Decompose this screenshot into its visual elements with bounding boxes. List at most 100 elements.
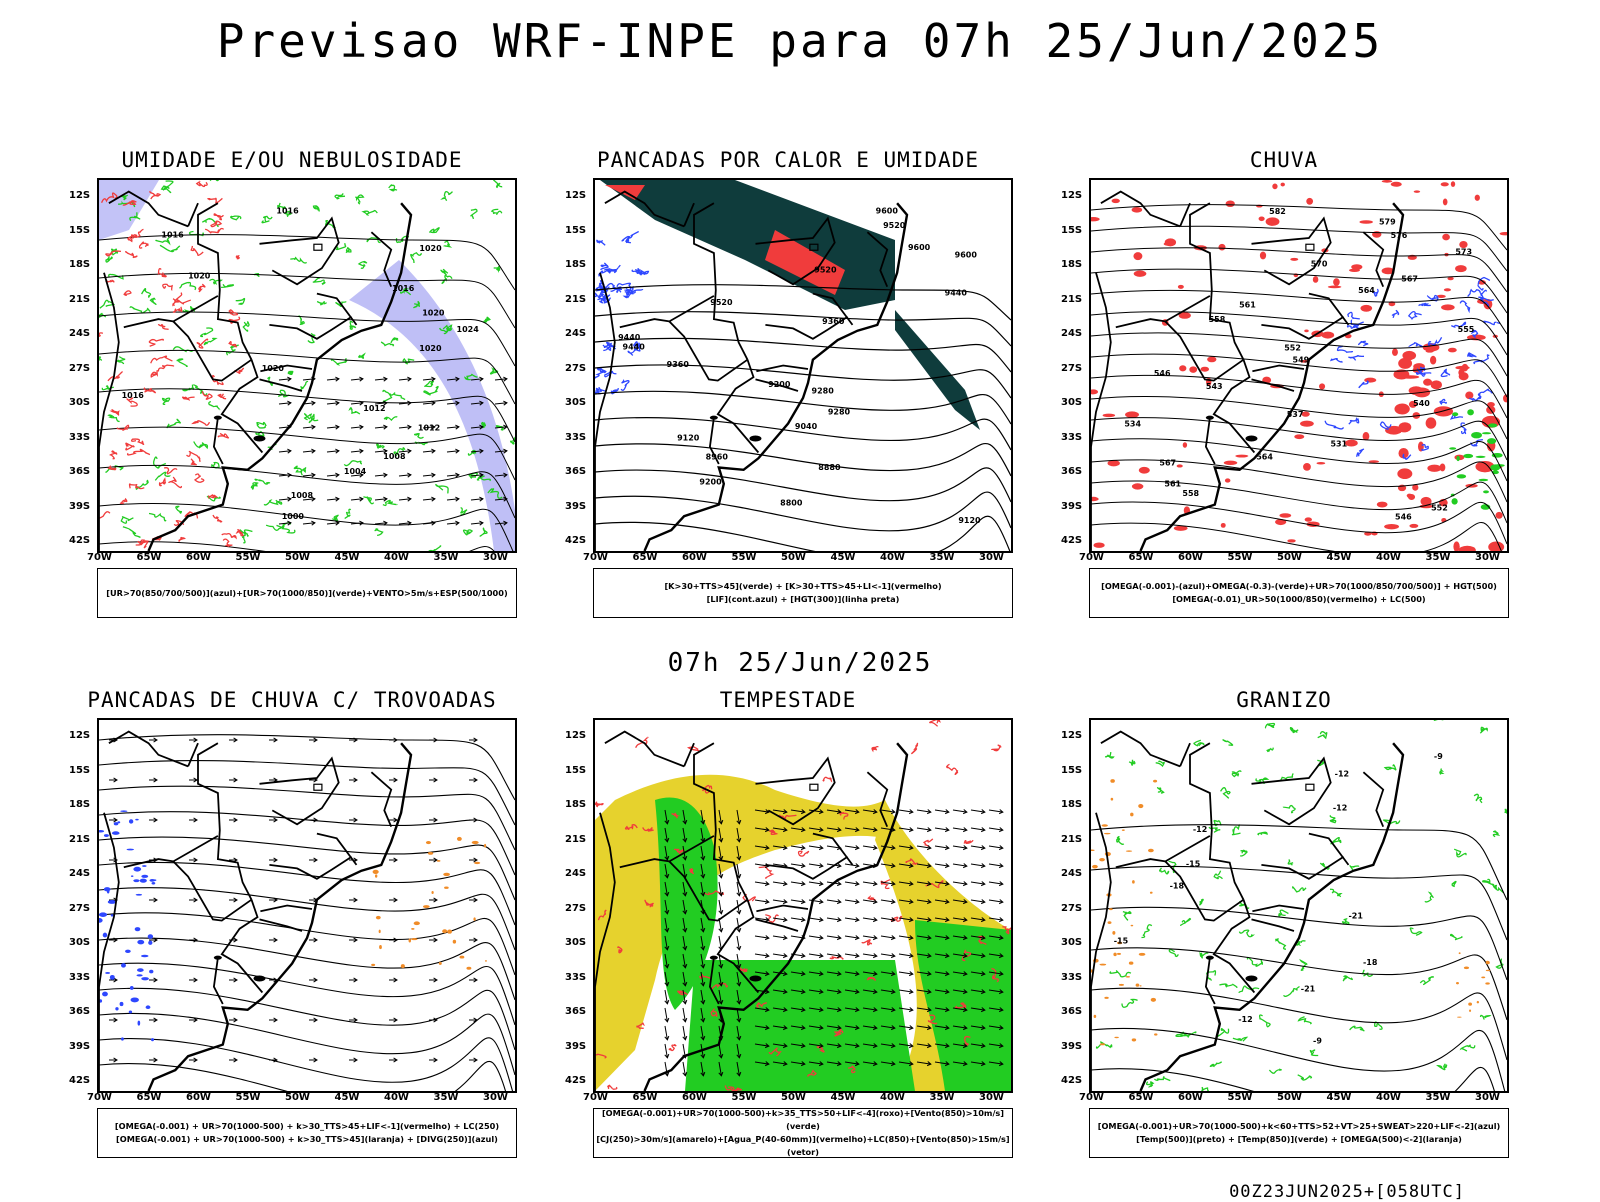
contour-label: 9280 [828,407,851,416]
contour-label: 561 [1239,301,1256,310]
temperature-labels: -9 -12 -12 -12 -15 -18 -21 -15 -18 -21 -12 -9 [1114,752,1444,1045]
omega-green [1449,409,1505,510]
longitude-tick-label: 60W [1178,1092,1203,1103]
contour-label: -21 [1348,911,1363,920]
contour-label: 9200 [699,477,722,486]
contour-label: 558 [1182,489,1199,498]
contour-label: 9440 [623,342,646,351]
legend-line: [OMEGA(-0.001) + UR>70(1000-500) + k>30_… [116,1134,498,1144]
longitude-tick-label: 55W [1227,1092,1253,1103]
thickness-contours [99,180,245,549]
longitude-tick-label: 50W [285,1092,310,1103]
longitude-tick-label: 35W [433,1092,459,1103]
panel-trovoadas: PANCADAS DE CHUVA C/ TROVOADAS 12S 15S 18S 2… [52,688,532,1158]
contour-label: 9360 [822,317,845,326]
legend-line: [OMEGA(-0.01)_UR>50(1000/850)(vermelho) … [1172,594,1426,604]
map-plot [593,718,1013,1093]
map-plot [97,718,517,1093]
contour-label: -9 [1313,1037,1322,1046]
longitude-tick-label: 70W [583,1092,608,1103]
contour-label: 582 [1269,207,1286,216]
latitude-tick-label: 27S [565,902,587,914]
panel-chuva: CHUVA 12S 15S 18S 21S 24S 27S 30S 33S 36S 39S 42S 70… [1044,148,1524,618]
latitude-tick-label: 30S [565,937,587,948]
longitude-tick-label: 70W [1079,552,1104,563]
latitude-tick-label: 33S [565,971,587,983]
contour-label: 1016 [392,284,415,293]
map-plot: 9600 9520 9600 9600 9520 9440 9520 9360 9440 9440… [593,178,1013,553]
longitude-tick-label: 45W [1326,1092,1352,1103]
contour-label: 1016 [122,391,145,400]
contour-label: 1008 [291,491,314,500]
longitude-tick-label: 30W [979,552,1004,563]
contour-label: -21 [1301,984,1316,993]
latitude-tick-label: 12S [1061,190,1083,201]
longitude-tick-label: 55W [731,1092,757,1103]
humidity-850-500-area [349,260,515,551]
longitude-tick-label: 35W [433,552,459,563]
latitude-tick-label: 24S [565,328,587,339]
longitude-tick-label: 35W [929,552,955,563]
omega-500-areas-east [1456,952,1491,1018]
contour-lines [99,734,515,1091]
latitude-tick-label: 21S [69,833,91,845]
longitude-tick-label: 35W [1425,552,1451,563]
country-borders [595,730,909,1091]
contour-label: 9360 [667,360,690,369]
latitude-tick-label: 39S [1061,500,1083,512]
contour-label: -12 [1193,825,1207,834]
panel-pancadas: PANCADAS POR CALOR E UMIDADE 12S 15S 18S 21S… [548,148,1028,618]
longitude-tick-label: 50W [1277,1092,1302,1103]
panel-legend: [UR>70(850/700/500)](azul)+[UR>70(1000/8… [97,568,517,618]
latitude-tick-label: 15S [69,764,91,776]
wind-vectors [278,376,508,526]
country-borders [1091,730,1405,1091]
longitude-tick-label: 30W [979,1092,1004,1103]
contour-label: 573 [1455,247,1472,256]
contour-label: -12 [1335,770,1349,779]
contour-label: 8960 [706,452,729,461]
longitude-tick-label: 45W [334,552,360,563]
panel-title: PANCADAS DE CHUVA C/ TROVOADAS [87,688,497,712]
omega-500-areas [1091,779,1158,1046]
latitude-tick-label: 33S [69,431,91,443]
latitude-tick-label: 39S [69,1040,91,1052]
latitude-tick-label: 42S [1061,535,1083,546]
longitude-tick-label: 60W [682,1092,707,1103]
legend-line: [Temp(500)](preto) + [Temp(850)](verde) … [1136,1134,1462,1144]
latitude-tick-label: 15S [565,224,587,236]
contour-lines [595,284,1011,551]
latitude-tick-label: 27S [69,362,91,374]
longitude-tick-label: 70W [583,552,608,563]
map-canvas: -9 -12 -12 -12 -15 -18 -21 -15 -18 -21 -12 -9 [1091,720,1507,1091]
contour-label: 543 [1206,382,1223,391]
model-run-label: 00Z23JUN2025+[058UTC] [1229,1182,1465,1202]
temperature-850-contours [1095,720,1507,1091]
contour-label: 9120 [958,516,981,525]
legend-line: [OMEGA(-0.001) + UR>70(1000-500) + k>30_… [114,1121,500,1131]
latitude-tick-label: 39S [1061,1040,1083,1052]
longitude-tick-label: 40W [880,1092,905,1103]
longitude-tick-label: 65W [136,552,162,563]
panel-legend: [OMEGA(-0.001)+UR>70(1000-500)+k<60+TTS>… [1089,1108,1509,1158]
latitude-tick-label: 15S [69,224,91,236]
contour-label: 9520 [814,265,837,274]
convective-area [600,180,895,310]
longitude-tick-label: 55W [1227,552,1253,563]
panel-legend: [K>30+TTS>45](verde) + [K>30+TTS>45+LI<-… [593,568,1013,618]
wind-850-area [655,797,1011,1091]
panel-title: UMIDADE E/OU NEBULOSIDADE [121,148,463,172]
contour-label: 9280 [812,386,835,395]
contour-label: 579 [1379,218,1396,227]
contour-label: 9520 [883,221,906,230]
legend-line: [LIF](cont.azul) + [HGT(300)](linha pret… [706,594,900,604]
latitude-tick-label: 12S [69,190,91,201]
contour-label: 567 [1401,275,1418,284]
contour-label: -15 [1114,937,1129,946]
latitude-tick-label: 36S [69,1006,91,1017]
panel-umidade: UMIDADE E/OU NEBULOSIDADE 12S 15S 18S 21S 24S… [52,148,532,618]
contour-label: 1012 [363,404,385,413]
latitude-tick-label: 33S [1061,971,1083,983]
country-borders [99,190,413,551]
contour-label: 8880 [818,463,841,472]
